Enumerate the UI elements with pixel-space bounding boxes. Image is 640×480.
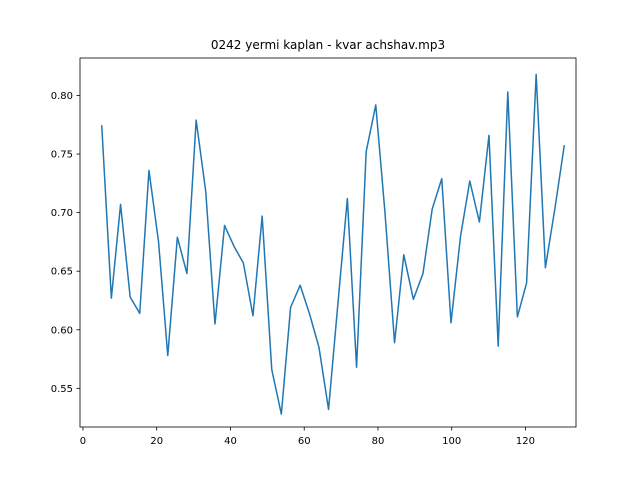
y-tick-label: 0.55 [51, 384, 73, 395]
y-axis: 0.55 0.60 0.65 0.70 0.75 0.80 [51, 91, 80, 395]
x-tick-label: 40 [224, 436, 237, 447]
y-tick-label: 0.75 [51, 150, 73, 161]
y-tick-label: 0.60 [51, 325, 73, 336]
y-tick-label: 0.70 [51, 208, 73, 219]
plot-frame [79, 57, 577, 428]
chart-title: 0242 yermi kaplan - kvar achshav.mp3 [211, 38, 445, 52]
x-tick-label: 120 [516, 436, 535, 447]
x-tick-label: 20 [150, 436, 163, 447]
x-tick-label: 60 [298, 436, 311, 447]
x-axis: 0 20 40 60 80 100 120 [80, 427, 535, 447]
series-line-0 [100, 73, 566, 415]
plot-area [100, 73, 566, 415]
x-tick-label: 100 [442, 436, 461, 447]
x-tick-label: 0 [80, 436, 86, 447]
x-tick-label: 80 [372, 436, 385, 447]
y-tick-label: 0.80 [51, 91, 73, 102]
y-tick-label: 0.65 [51, 267, 73, 278]
